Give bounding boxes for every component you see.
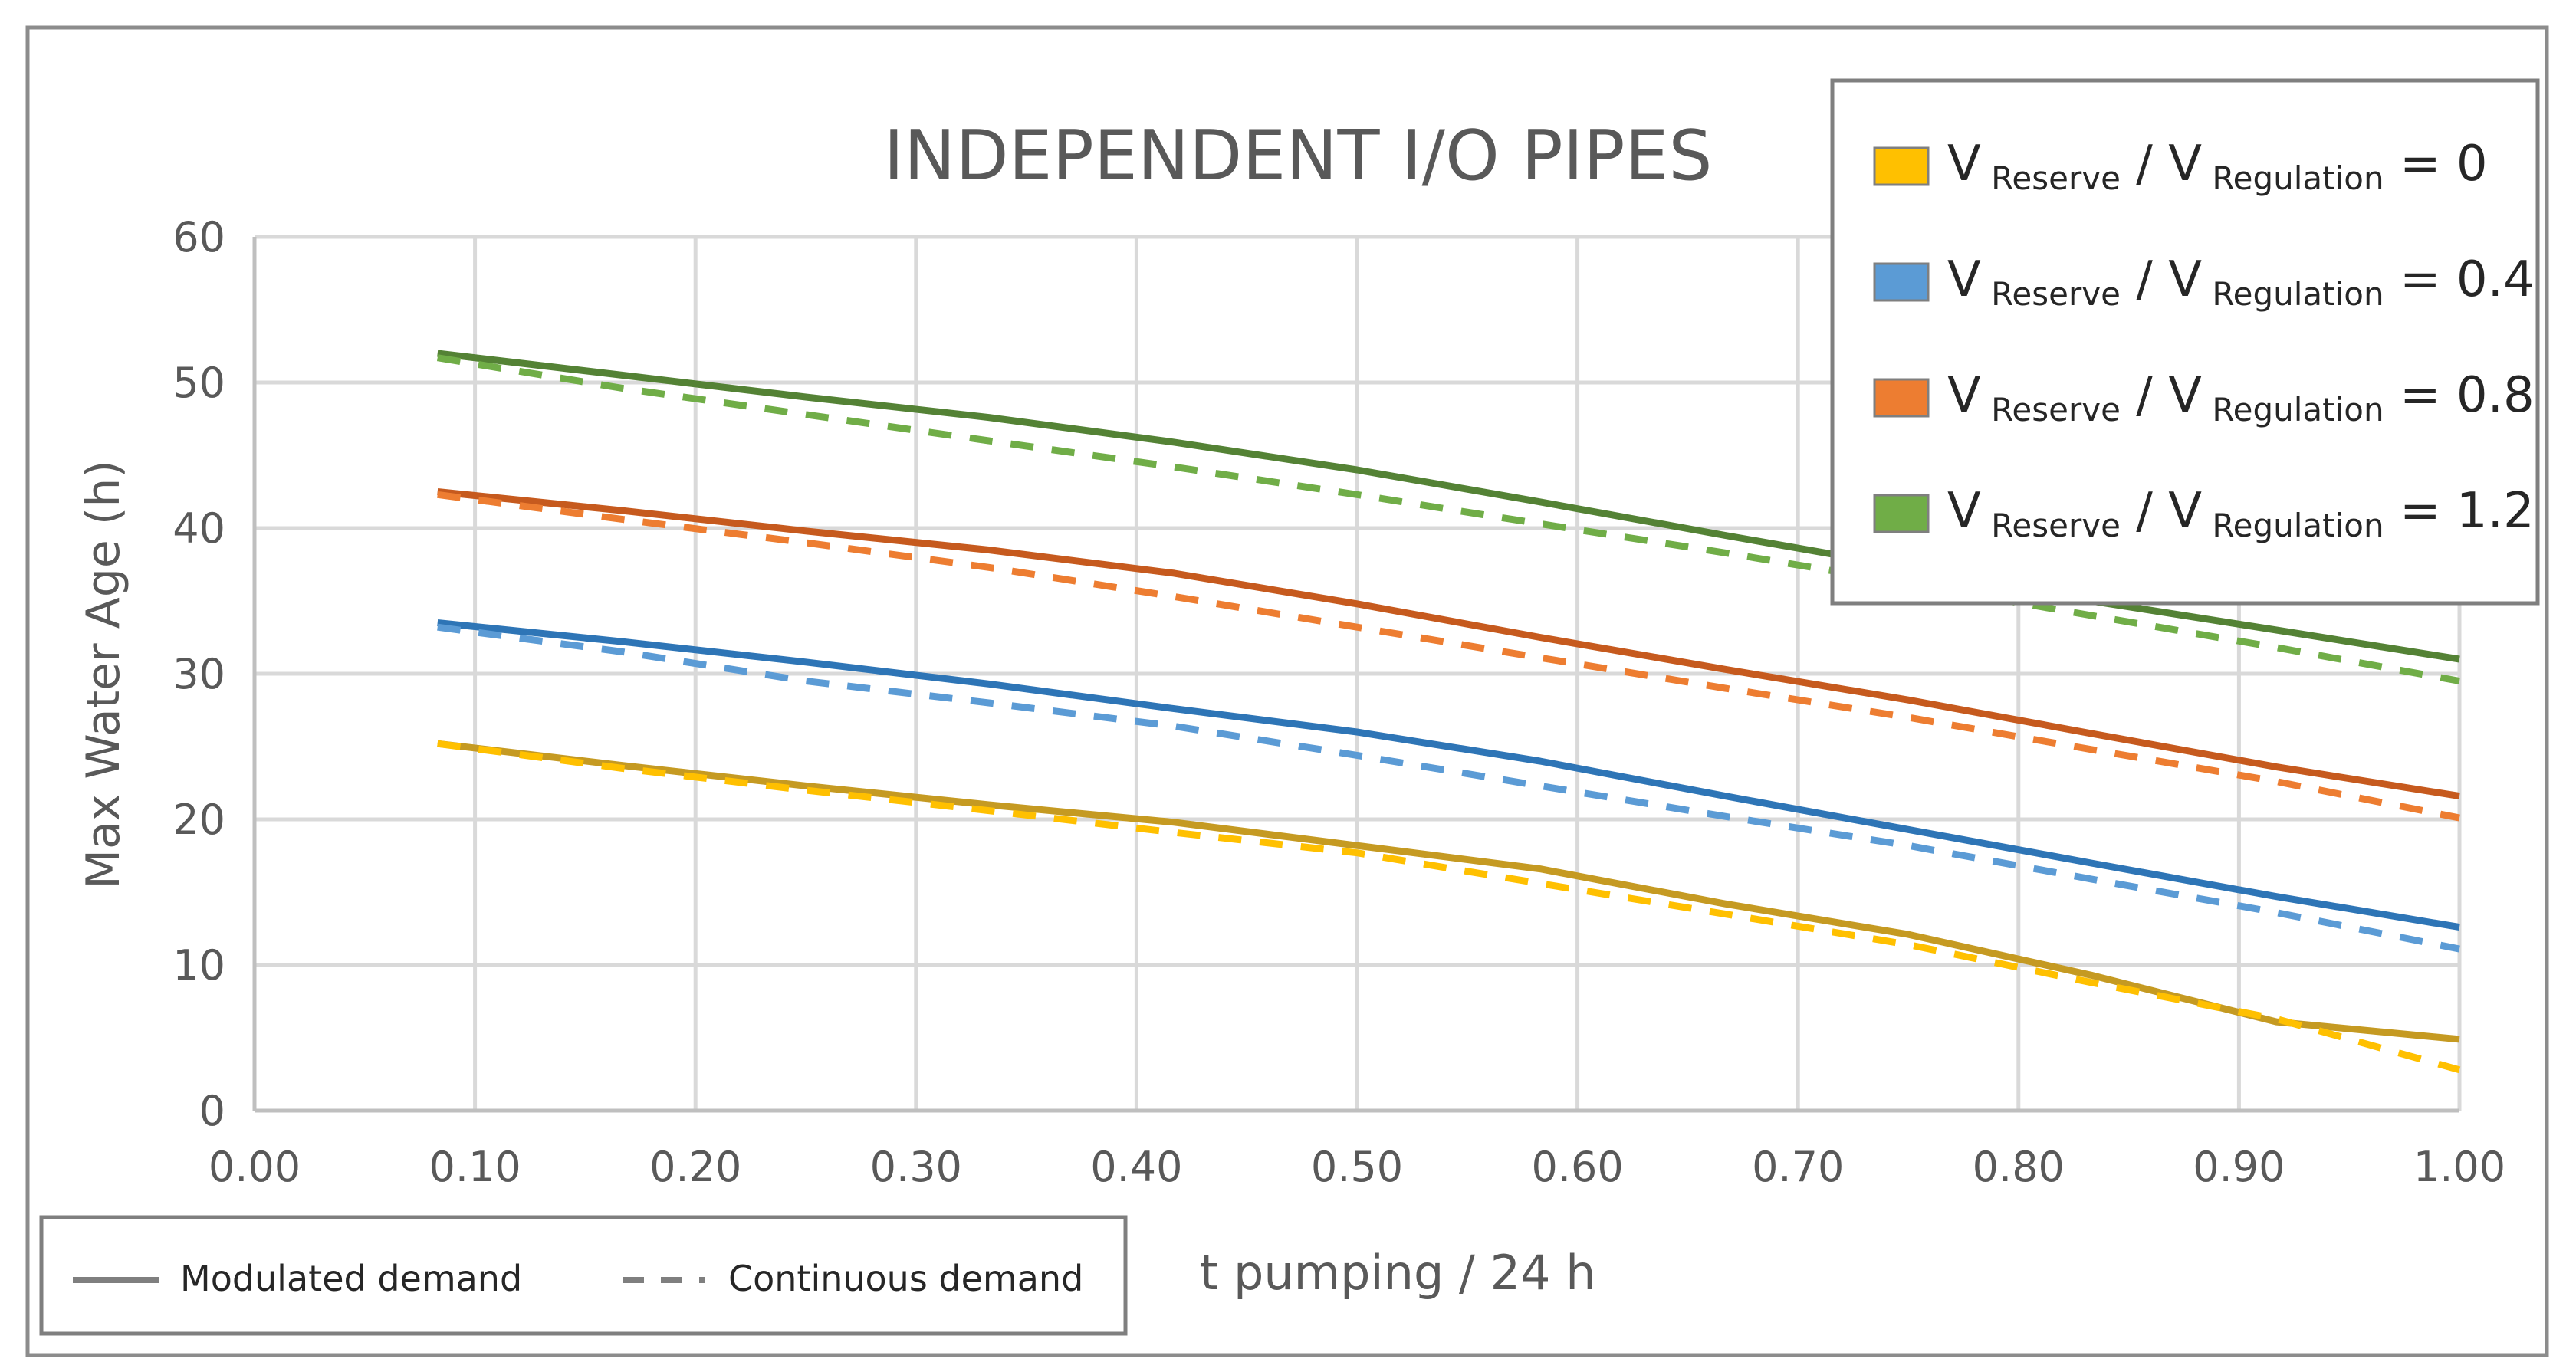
legend-entry: V Reserve / V Regulation = 0.8 xyxy=(1873,367,2535,428)
legend-label-v: V xyxy=(1947,136,1981,192)
x-tick-label: 0.70 xyxy=(1752,1143,1844,1191)
series-line-1-2-modulated xyxy=(437,350,2460,663)
x-tick-label: 0.60 xyxy=(1531,1143,1623,1191)
x-tick-label: 0.50 xyxy=(1311,1143,1403,1191)
legend-swatch xyxy=(1873,378,1930,418)
legend-label-sub1: Reserve xyxy=(1981,507,2121,544)
x-tick-label: 0.00 xyxy=(209,1143,301,1191)
legend-label-eq: = 1.2 xyxy=(2384,483,2535,540)
y-tick-label: 50 xyxy=(172,359,225,407)
legend-entry: V Reserve / V Regulation = 0 xyxy=(1873,136,2488,197)
series-line-0-8-continuous xyxy=(437,491,2460,822)
tick-labels: 0.00 0.10 0.20 0.30 0.40 0.50 0.60 0.70 0.80 0.90… xyxy=(172,213,2505,1191)
legend-label-sub1: Reserve xyxy=(1981,275,2121,313)
legend-label: V Reserve / V Regulation = 1.2 xyxy=(1947,483,2535,544)
legend-label-sub2: Regulation xyxy=(2202,391,2384,428)
legend-label-eq: = 0 xyxy=(2384,136,2488,192)
legend-label-sub2: Regulation xyxy=(2202,275,2384,313)
style-legend: Modulated demand Continuous demand xyxy=(39,1215,1128,1336)
legend-label: V Reserve / V Regulation = 0.8 xyxy=(1947,367,2535,428)
legend-label: V Reserve / V Regulation = 0.4 xyxy=(1947,251,2535,313)
series-line-0-8-modulated xyxy=(437,488,2460,800)
legend-label-slash: / xyxy=(2121,367,2153,424)
legend-label-slash: / xyxy=(2121,136,2153,192)
legend-label-v: V xyxy=(1947,367,1981,424)
legend-swatch xyxy=(1873,146,1930,186)
legend-label-v2: V xyxy=(2153,251,2202,308)
x-tick-label: 0.20 xyxy=(649,1143,741,1191)
legend-entry: V Reserve / V Regulation = 1.2 xyxy=(1873,483,2535,544)
legend-label-v: V xyxy=(1947,483,1981,540)
legend-label-sub1: Reserve xyxy=(1981,159,2121,197)
legend-label-slash: / xyxy=(2121,251,2153,308)
series-group xyxy=(436,350,2461,1074)
y-axis-label: Max Water Age (h) xyxy=(77,460,130,889)
series-legend-box xyxy=(1830,78,2540,606)
x-tick-label: 0.90 xyxy=(2193,1143,2285,1191)
x-tick-label: 0.10 xyxy=(429,1143,521,1191)
x-tick-label: 0.80 xyxy=(1973,1143,2065,1191)
legend-label-sub2: Regulation xyxy=(2202,159,2384,197)
series-line-0-modulated xyxy=(437,740,2460,1043)
legend-label-v: V xyxy=(1947,251,1981,308)
legend-entry: V Reserve / V Regulation = 0.4 xyxy=(1873,251,2535,313)
series-line-0-4-continuous xyxy=(437,623,2460,953)
legend-dashed-label: Continuous demand xyxy=(728,1258,1083,1299)
series-line-1-2-continuous xyxy=(436,354,2460,684)
legend-label-v2: V xyxy=(2153,136,2202,192)
y-tick-label: 10 xyxy=(172,941,225,990)
legend-swatch xyxy=(1873,262,1930,302)
x-tick-label: 1.00 xyxy=(2413,1143,2505,1191)
legend-swatch xyxy=(1873,494,1930,533)
y-tick-label: 20 xyxy=(172,796,225,844)
legend-solid-label: Modulated demand xyxy=(180,1258,522,1299)
legend-label-slash: / xyxy=(2121,483,2153,540)
y-tick-label: 0 xyxy=(199,1087,225,1135)
x-tick-label: 0.30 xyxy=(870,1143,962,1191)
chart-title: INDEPENDENT I/O PIPES xyxy=(884,116,1713,196)
x-tick-label: 0.40 xyxy=(1090,1143,1182,1191)
series-legend: V Reserve / V Regulation = 0 V Reserve /… xyxy=(1830,78,2540,606)
style-legend-box xyxy=(39,1215,1128,1336)
legend-label-eq: = 0.8 xyxy=(2384,367,2535,424)
legend-label-eq: = 0.4 xyxy=(2384,251,2535,308)
x-axis-label: t pumping / 24 h xyxy=(1200,1245,1596,1301)
y-tick-label: 60 xyxy=(172,213,225,261)
legend-label: V Reserve / V Regulation = 0 xyxy=(1947,136,2488,197)
legend-label-sub1: Reserve xyxy=(1981,391,2121,428)
y-tick-label: 40 xyxy=(172,504,225,553)
y-tick-label: 30 xyxy=(172,650,225,698)
series-line-0-4-modulated xyxy=(437,619,2460,931)
legend-label-v2: V xyxy=(2153,367,2202,424)
series-line-0-continuous xyxy=(437,740,2461,1074)
legend-label-v2: V xyxy=(2153,483,2202,540)
legend-label-sub2: Regulation xyxy=(2202,507,2384,544)
